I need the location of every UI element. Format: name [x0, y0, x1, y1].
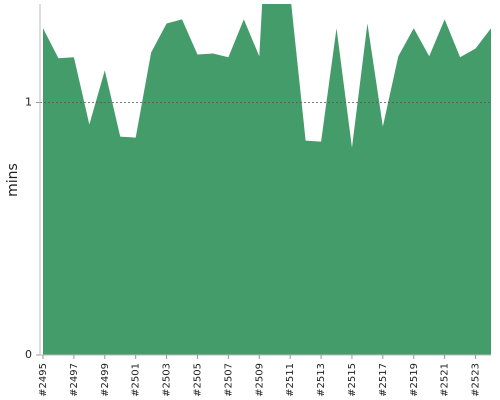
y-axis-label: mins: [5, 163, 21, 197]
y-tick-label: 1: [25, 95, 32, 108]
x-tick-label: #2495: [38, 363, 49, 397]
x-tick-label: #2523: [471, 363, 482, 397]
x-tick-label: #2519: [409, 363, 420, 397]
x-tick-label: #2509: [254, 363, 265, 397]
area: [43, 4, 491, 355]
x-tick-label: #2513: [316, 363, 327, 397]
plot-area: [43, 4, 491, 355]
x-tick-label: #2515: [347, 363, 358, 397]
x-tick-label: #2521: [440, 363, 451, 397]
x-tick-label: #2503: [162, 363, 173, 397]
x-tick-label: #2505: [192, 363, 203, 397]
x-tick-label: #2511: [285, 363, 296, 397]
x-tick-label: #2497: [69, 363, 80, 397]
x-tick-label: #2517: [378, 363, 389, 397]
x-tick-label: #2499: [100, 363, 111, 397]
x-tick-label: #2507: [223, 363, 234, 397]
y-tick-label: 0: [25, 348, 32, 361]
x-tick-label: #2501: [131, 363, 142, 397]
